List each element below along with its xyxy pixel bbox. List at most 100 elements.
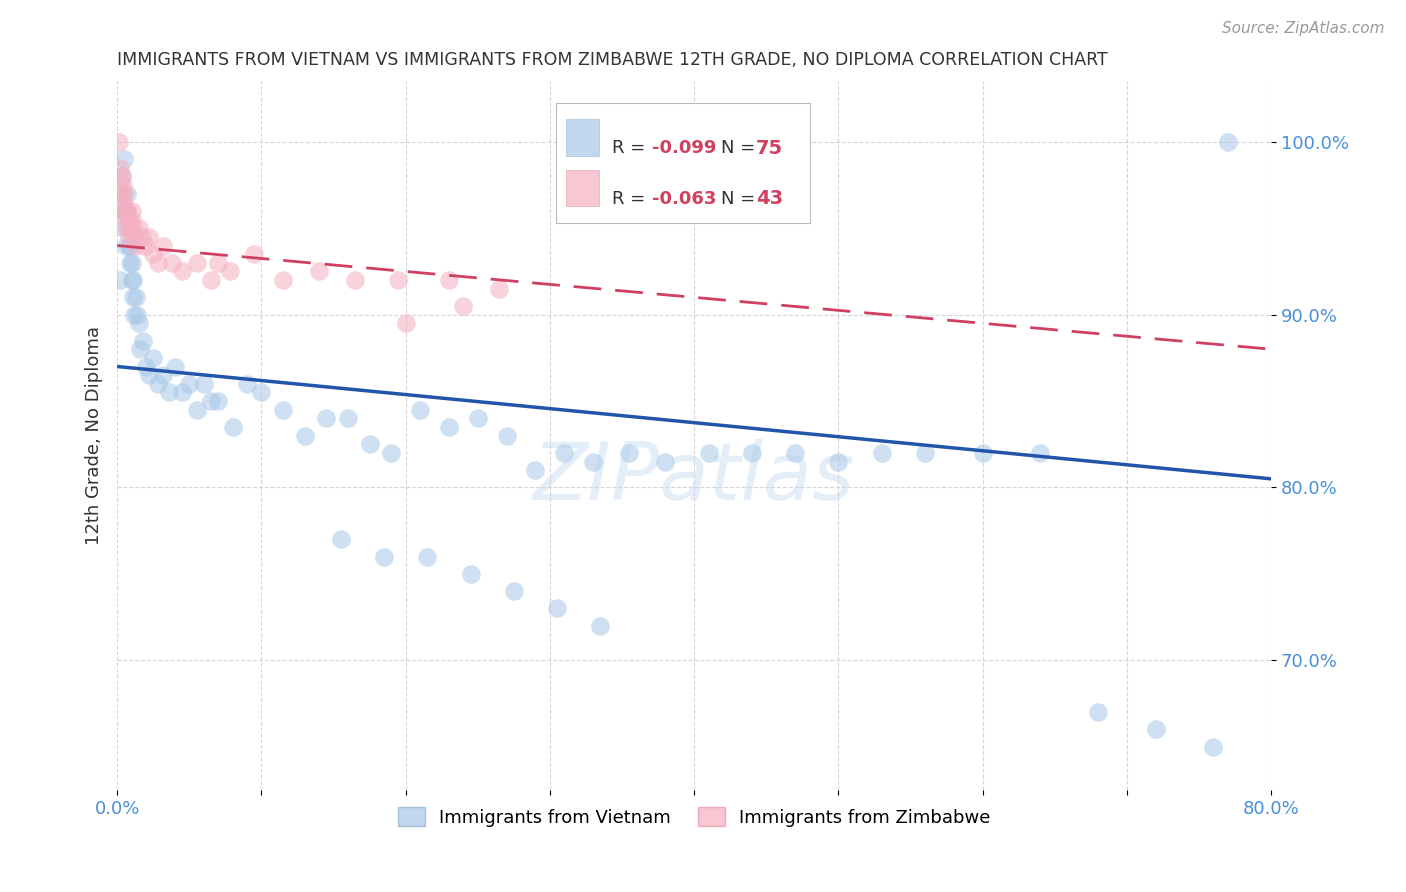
Point [152, 368, 174, 383]
Point [336, 411, 359, 425]
Point [172, 385, 194, 400]
Point [308, 264, 330, 278]
Point [179, 376, 201, 391]
Point [107, 135, 129, 149]
Point [271, 402, 294, 417]
Point [589, 618, 612, 632]
Point [118, 212, 141, 227]
Point [409, 402, 432, 417]
Point [127, 308, 149, 322]
Point [163, 359, 186, 374]
Point [111, 178, 134, 192]
Point [250, 385, 273, 400]
Point [115, 204, 138, 219]
Point [111, 204, 134, 219]
Point [553, 446, 575, 460]
Point [654, 454, 676, 468]
Point [122, 290, 145, 304]
Point [437, 273, 460, 287]
Point [972, 446, 994, 460]
Point [359, 437, 381, 451]
Point [117, 186, 139, 201]
Point [741, 446, 763, 460]
Point [124, 230, 146, 244]
Point [243, 247, 266, 261]
Point [785, 446, 807, 460]
Point [460, 566, 482, 581]
Point [134, 238, 156, 252]
Point [146, 256, 169, 270]
Text: ZIPatlas: ZIPatlas [533, 439, 855, 517]
Point [1216, 135, 1239, 149]
Point [131, 230, 153, 244]
Point [437, 420, 460, 434]
Point [112, 186, 135, 201]
Point [218, 264, 240, 278]
Point [138, 230, 160, 244]
Legend: Immigrants from Vietnam, Immigrants from Zimbabwe: Immigrants from Vietnam, Immigrants from… [391, 800, 998, 834]
Point [221, 420, 243, 434]
Point [146, 376, 169, 391]
Point [142, 351, 165, 365]
Text: Source: ZipAtlas.com: Source: ZipAtlas.com [1222, 21, 1385, 36]
Point [122, 273, 145, 287]
Point [186, 256, 208, 270]
Point [582, 454, 605, 468]
Point [108, 161, 131, 175]
Point [110, 169, 132, 184]
Point [395, 316, 418, 330]
Point [193, 376, 215, 391]
Point [120, 256, 142, 270]
Point [121, 256, 143, 270]
Point [1087, 705, 1109, 719]
Point [128, 221, 150, 235]
Point [142, 247, 165, 261]
Point [467, 411, 489, 425]
Point [111, 221, 134, 235]
Point [124, 308, 146, 322]
Point [117, 221, 139, 235]
Point [110, 186, 132, 201]
Point [115, 238, 138, 252]
Point [870, 446, 893, 460]
Point [118, 221, 141, 235]
Point [108, 178, 131, 192]
Point [111, 195, 134, 210]
Point [118, 238, 141, 252]
Point [380, 446, 402, 460]
Point [121, 204, 143, 219]
Point [524, 463, 547, 477]
Point [112, 152, 135, 166]
Point [502, 584, 524, 599]
Point [1202, 739, 1225, 754]
Point [294, 428, 316, 442]
Point [200, 273, 222, 287]
Point [120, 238, 142, 252]
Point [135, 359, 157, 374]
Point [125, 238, 148, 252]
Point [271, 273, 294, 287]
Text: IMMIGRANTS FROM VIETNAM VS IMMIGRANTS FROM ZIMBABWE 12TH GRADE, NO DIPLOMA CORRE: IMMIGRANTS FROM VIETNAM VS IMMIGRANTS FR… [117, 51, 1108, 69]
Point [697, 446, 720, 460]
Point [117, 204, 139, 219]
Point [236, 376, 259, 391]
Point [117, 204, 139, 219]
Point [121, 212, 143, 227]
Point [207, 256, 229, 270]
Point [387, 273, 409, 287]
Point [200, 394, 222, 409]
Point [172, 264, 194, 278]
Point [125, 290, 148, 304]
Point [122, 221, 145, 235]
Point [129, 343, 152, 357]
Point [110, 186, 132, 201]
Point [110, 169, 132, 184]
Point [160, 256, 183, 270]
Point [128, 316, 150, 330]
Point [118, 230, 141, 244]
Point [120, 221, 142, 235]
Point [914, 446, 936, 460]
Point [108, 273, 131, 287]
Point [152, 238, 174, 252]
Y-axis label: 12th Grade, No Diploma: 12th Grade, No Diploma [86, 326, 103, 545]
